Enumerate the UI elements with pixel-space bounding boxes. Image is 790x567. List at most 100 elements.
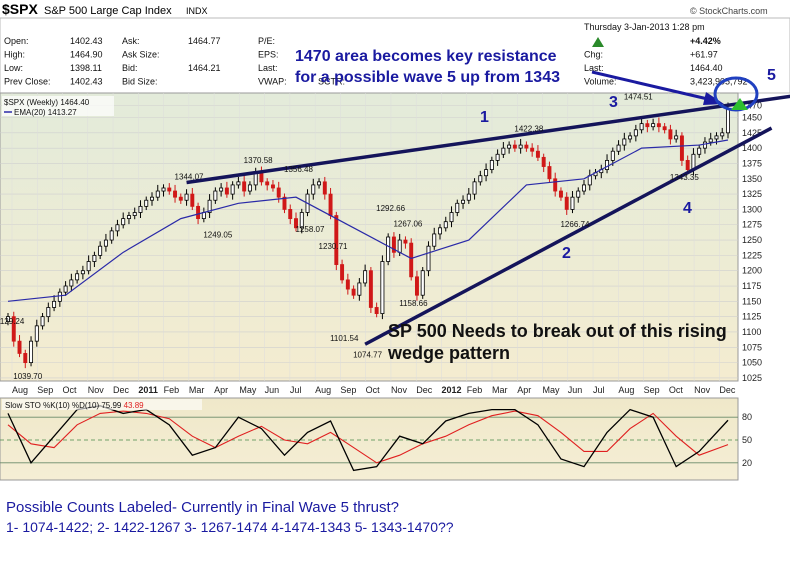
candle — [558, 187, 563, 201]
candle — [299, 208, 304, 234]
candle-body — [63, 285, 68, 293]
candle-body — [311, 184, 316, 195]
candle — [322, 176, 327, 200]
candle-body — [524, 144, 529, 149]
candle — [351, 285, 356, 299]
candle-body — [639, 123, 644, 131]
y-tick-label: 1425 — [742, 128, 762, 138]
up-arrow-icon — [731, 98, 748, 110]
candle — [126, 211, 131, 225]
candle-body — [674, 135, 679, 140]
candle-body — [29, 340, 34, 364]
candle — [628, 132, 633, 143]
candle — [380, 255, 385, 320]
stochastic-grid — [0, 416, 738, 464]
candle-body — [633, 129, 638, 137]
candle-body — [564, 196, 569, 210]
candle-body — [478, 175, 483, 183]
y-tick-label: 1150 — [742, 296, 761, 306]
price-label: 1292.66 — [376, 204, 405, 213]
y-tick-label: 1450 — [742, 113, 762, 123]
quote-value: 1398.11 — [70, 63, 102, 73]
candle — [484, 163, 489, 182]
price-label: 1343.35 — [670, 173, 699, 182]
candle — [368, 267, 373, 313]
candle-body — [357, 282, 362, 296]
price-candles — [6, 102, 730, 369]
candle — [489, 156, 494, 174]
candle — [570, 191, 575, 214]
candle-body — [420, 270, 425, 296]
candle-body — [466, 193, 471, 201]
candle — [605, 154, 610, 174]
counts-note-line1: Possible Counts Labeled- Currently in Fi… — [6, 499, 399, 516]
candle-body — [535, 150, 540, 158]
candle-body — [322, 181, 327, 195]
candle — [674, 129, 679, 143]
candle — [403, 236, 408, 249]
candle — [414, 270, 419, 301]
candle-body — [46, 307, 51, 318]
candle-body — [587, 175, 592, 186]
candle-body — [242, 181, 247, 192]
price-axis: 1025 1050 1075 1100 1125 1150 1175 1200 1225 1250… — [742, 100, 762, 383]
candle — [582, 180, 586, 195]
price-label: 1422.38 — [514, 124, 543, 133]
candle-body — [190, 193, 195, 207]
quote-value: +4.42% — [690, 36, 721, 46]
candle — [80, 265, 85, 280]
x-tick-label: May — [543, 385, 561, 395]
candle — [340, 259, 345, 284]
y-tick-label: 1275 — [742, 220, 762, 230]
candle-body — [714, 135, 719, 140]
y-tick-label: 1100 — [742, 327, 761, 337]
candle — [633, 124, 638, 142]
x-tick-label: Sep — [37, 385, 53, 395]
y-tick-label: 1025 — [742, 373, 762, 383]
candle — [236, 176, 241, 189]
x-tick-label: Mar — [492, 385, 508, 395]
candle-body — [656, 123, 661, 128]
x-tick-label: Feb — [467, 385, 483, 395]
candle-body — [150, 196, 154, 201]
candle — [34, 319, 39, 347]
quote-label: Bid: — [122, 63, 138, 73]
candle-body — [679, 135, 684, 161]
candle — [317, 178, 322, 189]
x-tick-label: Dec — [416, 385, 433, 395]
candle-body — [576, 190, 581, 198]
x-tick-label: Sep — [340, 385, 356, 395]
candle-body — [616, 144, 621, 152]
candle — [109, 227, 114, 244]
quote-label: Ask Size: — [122, 50, 160, 60]
quote-label: Ask: — [122, 36, 140, 46]
candle — [242, 175, 247, 197]
quote-label: Low: — [4, 63, 23, 73]
price-labels: 1129.24 1039.70 1344.07 1249.05 1370.58 1356.… — [0, 92, 699, 380]
candle-body — [507, 144, 512, 149]
candle-body — [11, 316, 16, 342]
stochastic-legend: Slow STO %K(10) %D(10) 75.99 43.89 — [2, 399, 202, 410]
candle-body — [259, 172, 264, 183]
price-label: 1474.51 — [624, 92, 653, 101]
candle — [138, 200, 143, 219]
x-tick-label: Dec — [719, 385, 736, 395]
candle-body — [282, 196, 287, 210]
candle-body — [247, 184, 252, 192]
quote-label: High: — [4, 50, 25, 60]
x-tick-label: Mar — [189, 385, 205, 395]
up-arrow-icon — [592, 37, 604, 47]
stochastic-axis: 20 50 80 — [742, 412, 752, 468]
x-tick-label: Aug — [12, 385, 28, 395]
candle — [564, 192, 569, 215]
x-tick-label: Feb — [164, 385, 180, 395]
price-label: 1101.54 — [330, 334, 359, 343]
x-tick-label: Dec — [113, 385, 130, 395]
quote-label: Bid Size: — [122, 77, 158, 87]
quote-label: Open: — [4, 36, 29, 46]
candle — [311, 178, 316, 200]
candle-body — [98, 245, 103, 256]
candle — [685, 155, 690, 174]
candle — [461, 195, 466, 209]
candle-body — [317, 181, 322, 186]
